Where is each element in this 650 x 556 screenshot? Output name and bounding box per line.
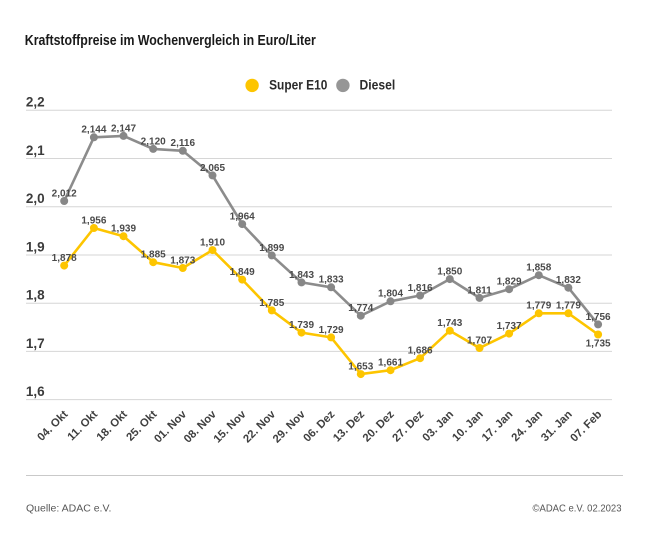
svg-text:1,686: 1,686 <box>408 346 433 357</box>
svg-text:1,785: 1,785 <box>259 298 284 309</box>
svg-text:1,878: 1,878 <box>52 253 77 264</box>
svg-text:2,116: 2,116 <box>171 138 196 149</box>
svg-text:1,899: 1,899 <box>259 243 284 254</box>
svg-text:11. Okt: 11. Okt <box>66 408 101 443</box>
svg-text:1,737: 1,737 <box>497 321 522 332</box>
svg-text:1,910: 1,910 <box>200 238 225 249</box>
svg-text:1,774: 1,774 <box>348 303 373 314</box>
svg-text:1,653: 1,653 <box>348 362 373 373</box>
svg-text:1,849: 1,849 <box>230 267 255 278</box>
svg-text:1,8: 1,8 <box>26 288 45 303</box>
svg-text:06. Dez: 06. Dez <box>301 408 337 444</box>
svg-text:07. Feb: 07. Feb <box>568 408 604 444</box>
svg-text:1,939: 1,939 <box>111 224 136 235</box>
svg-text:1,739: 1,739 <box>289 320 314 331</box>
svg-text:2,120: 2,120 <box>141 136 166 147</box>
svg-text:2,147: 2,147 <box>111 123 136 134</box>
svg-text:Kraftstoffpreise im Wochenverg: Kraftstoffpreise im Wochenvergleich in E… <box>25 33 316 49</box>
svg-text:2,0: 2,0 <box>26 191 45 206</box>
svg-text:1,832: 1,832 <box>556 275 581 286</box>
svg-text:1,661: 1,661 <box>378 358 403 369</box>
svg-text:1,850: 1,850 <box>437 267 462 278</box>
svg-text:1,743: 1,743 <box>437 318 462 329</box>
svg-text:Quelle: ADAC e.V.: Quelle: ADAC e.V. <box>26 503 111 515</box>
svg-text:10. Jan: 10. Jan <box>450 408 486 444</box>
svg-text:1,858: 1,858 <box>526 263 551 274</box>
svg-text:1,9: 1,9 <box>26 239 45 254</box>
svg-text:Super E10: Super E10 <box>269 77 327 93</box>
svg-text:1,811: 1,811 <box>467 285 492 296</box>
svg-text:1,829: 1,829 <box>497 277 522 288</box>
svg-text:1,885: 1,885 <box>141 250 166 261</box>
svg-text:1,756: 1,756 <box>586 312 611 323</box>
svg-text:1,707: 1,707 <box>467 335 492 346</box>
svg-text:04. Okt: 04. Okt <box>35 408 70 443</box>
svg-text:2,2: 2,2 <box>26 95 45 110</box>
svg-text:1,735: 1,735 <box>586 339 611 350</box>
svg-text:1,833: 1,833 <box>319 275 344 286</box>
svg-text:18. Okt: 18. Okt <box>95 408 130 443</box>
svg-text:24. Jan: 24. Jan <box>510 408 546 444</box>
svg-text:1,729: 1,729 <box>319 325 344 336</box>
svg-text:17. Jan: 17. Jan <box>480 408 516 444</box>
svg-text:2,144: 2,144 <box>81 125 106 136</box>
svg-text:1,873: 1,873 <box>170 255 195 266</box>
svg-text:1,7: 1,7 <box>26 336 45 351</box>
svg-text:1,843: 1,843 <box>289 270 314 281</box>
svg-text:1,956: 1,956 <box>81 215 106 226</box>
svg-text:2,065: 2,065 <box>200 163 225 174</box>
svg-text:1,804: 1,804 <box>378 289 403 300</box>
svg-text:20. Dez: 20. Dez <box>361 408 397 444</box>
svg-text:1,6: 1,6 <box>26 384 45 399</box>
svg-text:27. Dez: 27. Dez <box>390 408 426 444</box>
svg-text:2,012: 2,012 <box>52 188 77 199</box>
svg-text:1,816: 1,816 <box>408 283 433 294</box>
svg-text:2,1: 2,1 <box>26 143 45 158</box>
svg-text:1,779: 1,779 <box>526 301 551 312</box>
svg-text:03. Jan: 03. Jan <box>421 408 457 444</box>
svg-text:1,779: 1,779 <box>556 301 581 312</box>
svg-text:29. Nov: 29. Nov <box>271 408 308 445</box>
svg-text:13. Dez: 13. Dez <box>331 408 367 444</box>
svg-text:1,964: 1,964 <box>230 212 255 223</box>
svg-text:©ADAC e.V. 02.2023: ©ADAC e.V. 02.2023 <box>533 503 622 515</box>
svg-text:31. Jan: 31. Jan <box>539 408 575 444</box>
svg-text:Diesel: Diesel <box>360 77 396 93</box>
